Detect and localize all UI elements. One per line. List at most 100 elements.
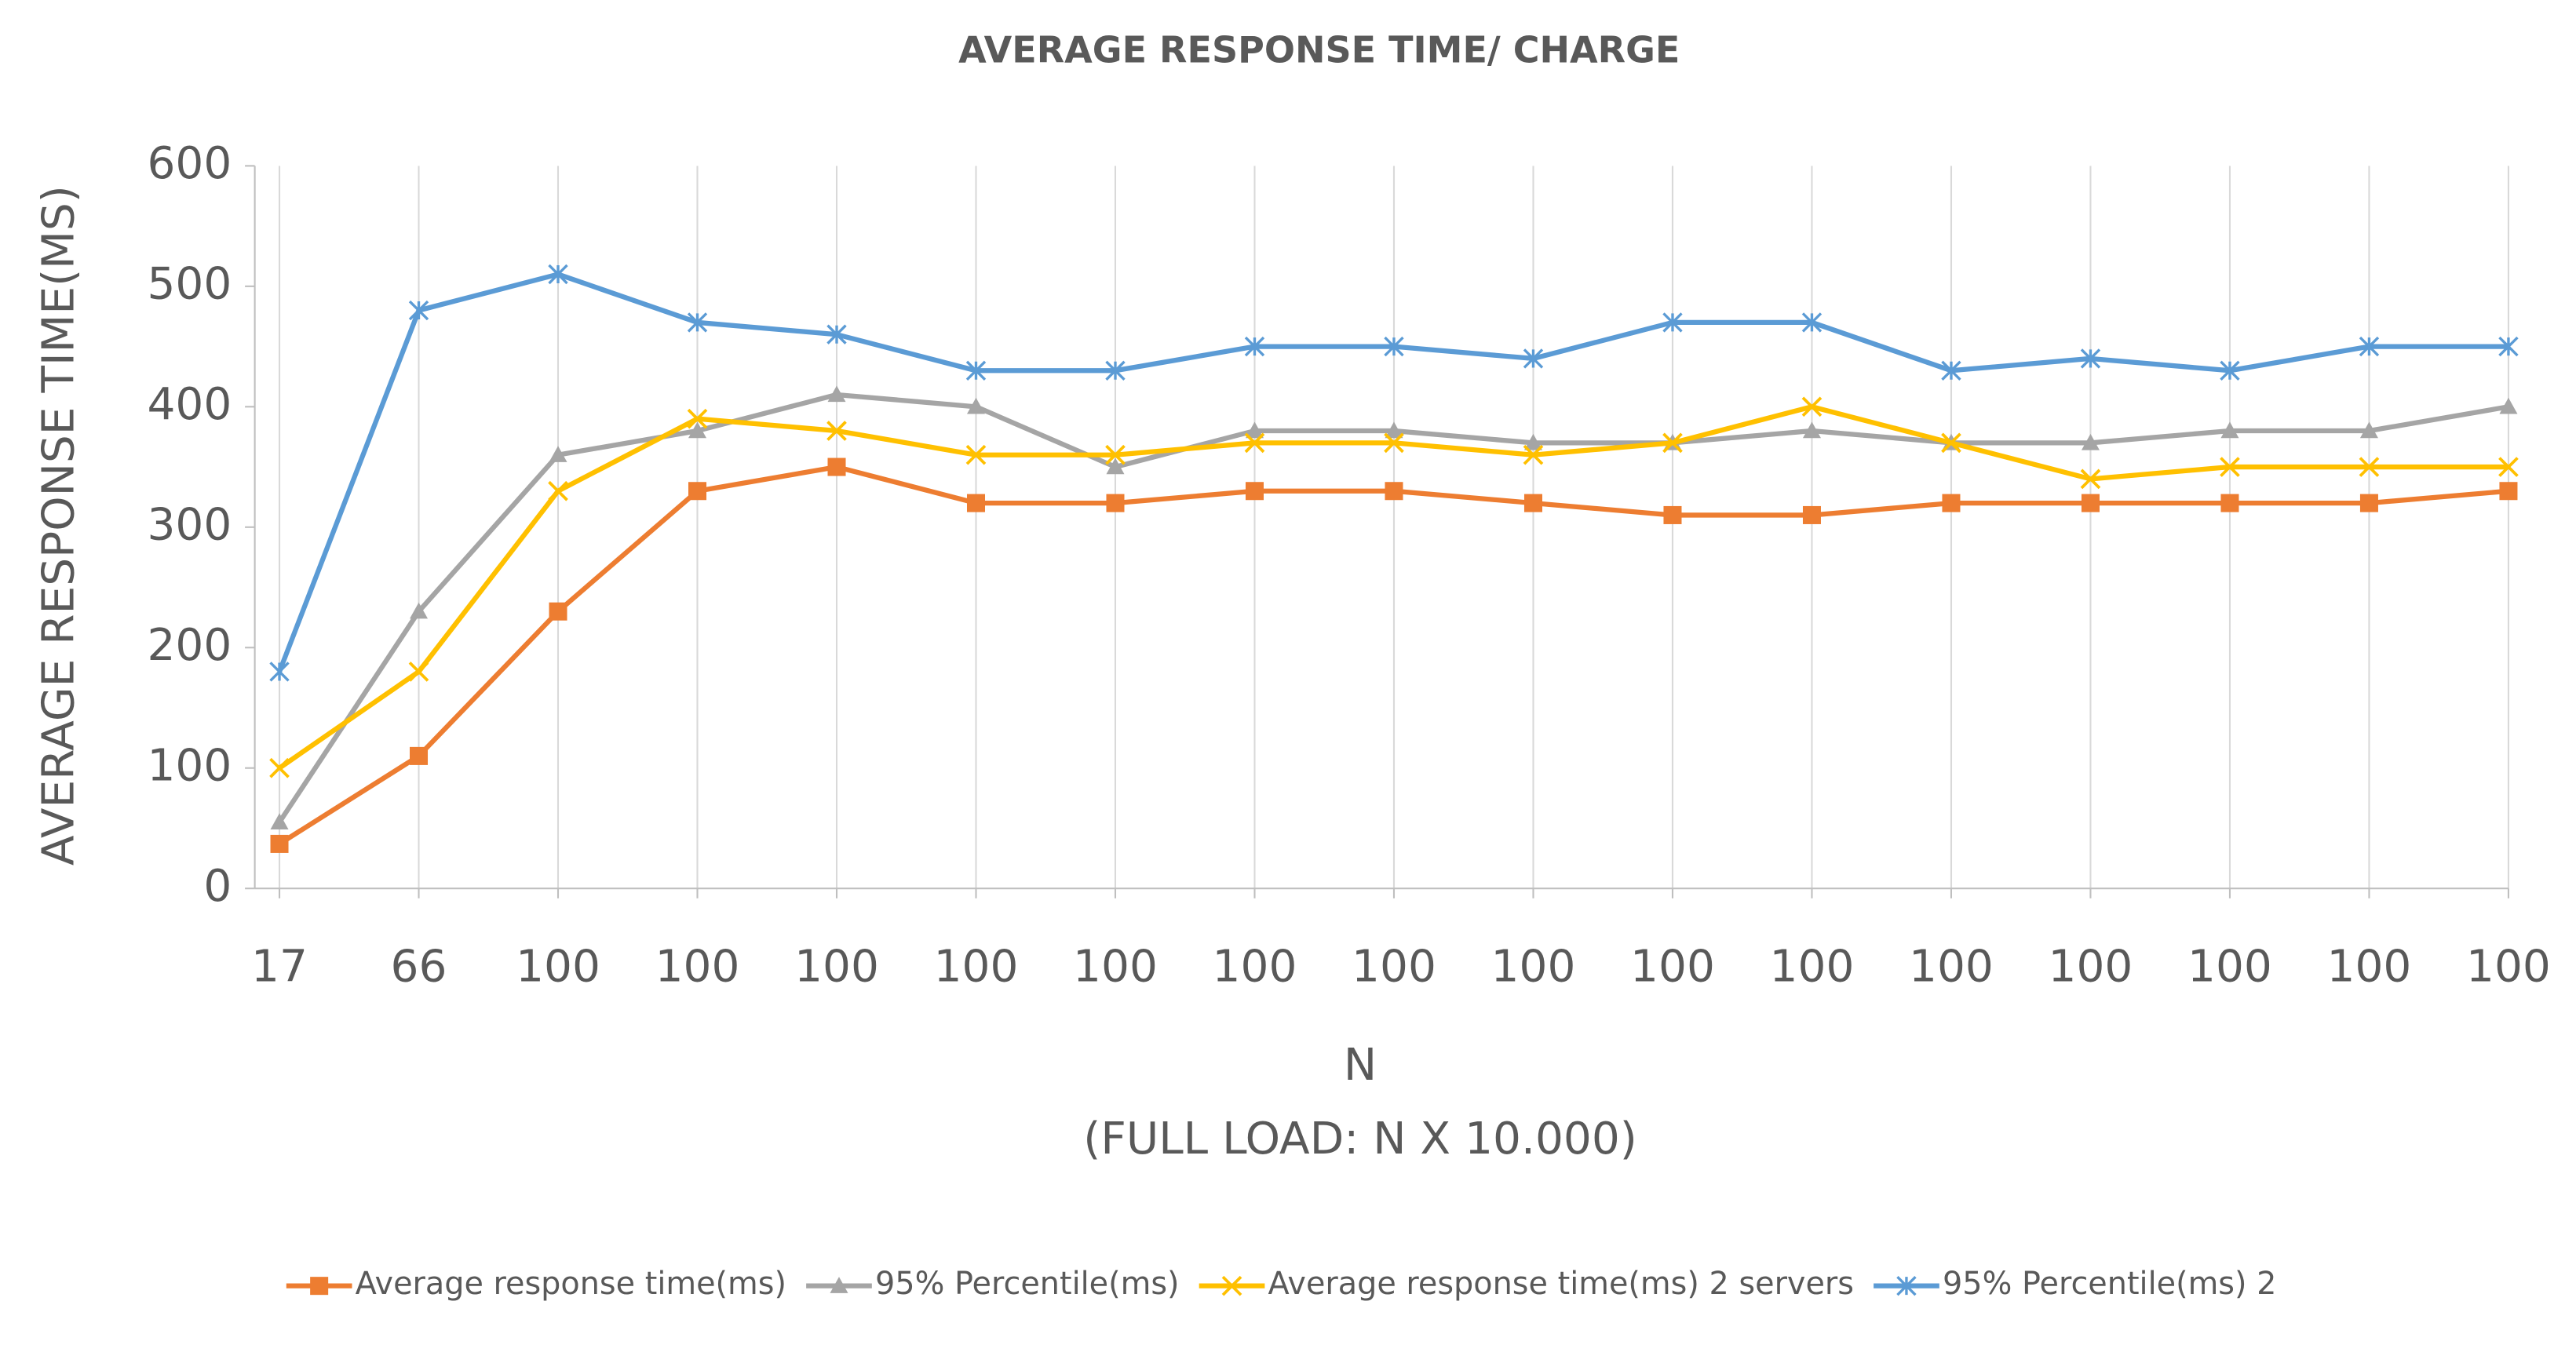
marker	[549, 446, 567, 462]
marker	[310, 1277, 329, 1296]
x-axis-note: (FULL LOAD: N X 10.000)	[1083, 1114, 1637, 1165]
marker	[1385, 421, 1403, 439]
marker	[826, 324, 847, 344]
x-tick-label: 100	[1491, 941, 1576, 992]
x-tick-label: 100	[2049, 941, 2133, 992]
marker	[1385, 482, 1403, 501]
marker	[548, 480, 568, 501]
marker	[688, 482, 707, 501]
marker	[548, 264, 568, 285]
x-tick-label: 100	[934, 941, 1019, 992]
marker	[966, 397, 986, 414]
y-tick-label: 300	[147, 499, 232, 550]
marker	[2080, 468, 2101, 490]
marker	[1941, 432, 1961, 454]
x-tick-label: 100	[1909, 941, 1994, 992]
x-axis-title: N	[1344, 1040, 1377, 1091]
marker	[965, 444, 987, 465]
legend-label: Average response time(ms)	[356, 1266, 786, 1302]
x-tick-label: 100	[1352, 941, 1436, 992]
marker	[1662, 432, 1683, 454]
marker	[1523, 494, 1542, 512]
y-tick-label: 500	[147, 258, 232, 309]
marker	[2220, 360, 2240, 381]
marker	[2498, 336, 2519, 357]
marker	[1801, 396, 1823, 417]
y-tick-label: 0	[203, 861, 232, 912]
marker	[2220, 421, 2239, 439]
marker	[2498, 457, 2519, 477]
marker	[2359, 336, 2380, 357]
marker	[1106, 494, 1125, 512]
x-tick-label: 100	[1073, 941, 1158, 992]
y-tick-label: 100	[147, 740, 232, 791]
marker	[270, 813, 289, 830]
marker	[1105, 444, 1126, 465]
marker	[2081, 494, 2100, 512]
marker	[1384, 336, 1404, 357]
marker	[269, 662, 290, 682]
x-tick-label: 100	[1630, 941, 1715, 992]
y-tick-label: 600	[147, 138, 232, 189]
legend-label: 95% Percentile(ms) 2	[1943, 1266, 2276, 1302]
marker	[410, 602, 429, 619]
marker	[549, 602, 567, 621]
x-tick-label: 100	[2327, 941, 2412, 992]
marker	[2359, 421, 2378, 439]
legend: Average response time(ms) 95% Percentile(…	[286, 1266, 2276, 1302]
marker	[1663, 505, 1682, 524]
chart-title: AVERAGE RESPONSE TIME/ CHARGE	[958, 28, 1680, 71]
x-tick-label: 100	[516, 941, 600, 992]
marker	[1384, 432, 1404, 454]
marker	[1245, 421, 1264, 439]
marker	[1941, 360, 1961, 381]
x-tick-label: 100	[1770, 941, 1855, 992]
marker	[1662, 312, 1683, 333]
marker	[1221, 1275, 1242, 1296]
marker	[1802, 421, 1821, 439]
x-tick-label: 100	[794, 941, 879, 992]
marker	[1801, 312, 1823, 333]
marker	[2359, 494, 2378, 512]
marker	[2080, 348, 2101, 369]
y-axis-title: AVERAGE RESPONSE TIME(MS)	[33, 185, 84, 866]
marker	[1523, 444, 1544, 465]
marker	[1523, 348, 1544, 369]
marker	[1896, 1275, 1917, 1296]
y-tick-label: 400	[147, 379, 232, 430]
marker	[1942, 494, 1961, 512]
marker	[408, 300, 429, 321]
marker	[410, 746, 429, 765]
marker	[827, 457, 846, 476]
x-tick-label: 100	[655, 941, 740, 992]
marker	[830, 1277, 848, 1293]
marker	[687, 312, 708, 333]
marker	[269, 757, 290, 778]
marker	[2499, 482, 2518, 501]
marker	[1244, 336, 1265, 357]
legend-label: 95% Percentile(ms)	[875, 1266, 1180, 1302]
marker	[270, 834, 289, 853]
marker	[687, 408, 708, 429]
marker	[2220, 457, 2240, 477]
marker	[1106, 457, 1125, 475]
marker	[2499, 397, 2518, 414]
legend-label: Average response time(ms) 2 servers	[1268, 1266, 1854, 1302]
y-tick-label: 200	[147, 620, 232, 671]
marker	[1105, 360, 1126, 381]
marker	[965, 360, 987, 381]
marker	[2220, 494, 2239, 512]
x-tick-label: 66	[391, 941, 447, 992]
marker	[2359, 457, 2380, 477]
marker	[1802, 505, 1821, 524]
marker	[1244, 432, 1265, 454]
marker	[408, 662, 429, 682]
marker	[2081, 433, 2100, 450]
x-tick-label: 100	[1213, 941, 1297, 992]
marker	[1245, 482, 1264, 501]
marker	[826, 421, 847, 441]
x-tick-label: 17	[251, 941, 308, 992]
x-tick-label: 100	[2187, 941, 2272, 992]
